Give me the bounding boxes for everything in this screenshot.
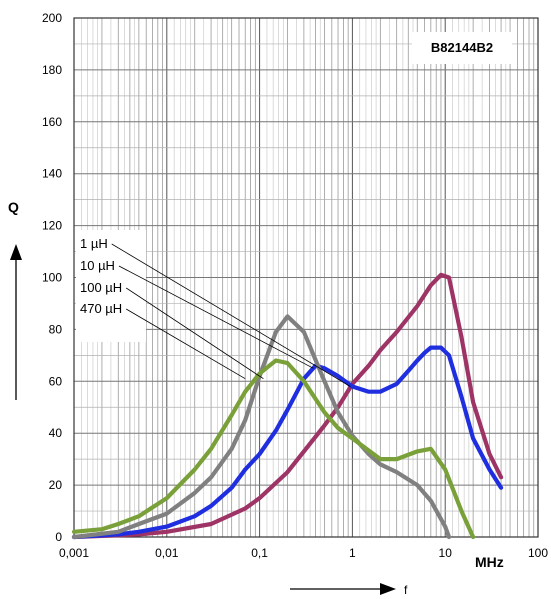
tick-labels: 0 20 40 60 80 100 120 140 160 180 200 0,001 0,01 0,1 1… — [42, 11, 548, 560]
series-line-10h — [71, 345, 504, 540]
y-tick-label: 140 — [42, 167, 62, 181]
x-tick-label: 0,001 — [59, 546, 89, 560]
y-axis-label: Q — [8, 199, 19, 215]
x-tick-label: 0,1 — [251, 546, 268, 560]
x-tick-label: 10 — [439, 546, 453, 560]
x-axis-arrow — [290, 583, 396, 595]
y-tick-label: 100 — [42, 271, 62, 285]
series-group — [71, 272, 504, 540]
x-tick-label: 0,01 — [155, 546, 179, 560]
y-tick-label: 180 — [42, 63, 62, 77]
legend-label-470h: 470 µH — [80, 301, 122, 316]
x-arrow-label: f — [404, 583, 408, 597]
legend-label-1h: 1 µH — [80, 236, 108, 251]
y-tick-label: 20 — [49, 478, 63, 492]
legend-leader-10h — [118, 265, 314, 369]
series-line-1h — [71, 272, 504, 540]
legend-background — [76, 230, 146, 342]
y-tick-label: 80 — [49, 322, 63, 336]
legend-label-100h: 100 µH — [80, 280, 122, 295]
legend-label-10h: 10 µH — [80, 258, 115, 273]
x-axis-label: MHz — [475, 554, 504, 570]
series-line-100h — [71, 314, 452, 540]
part-number-label: B82144B2 — [431, 40, 493, 55]
y-tick-label: 200 — [42, 11, 62, 25]
x-tick-label: 100 — [528, 546, 548, 560]
series-line-470h — [71, 358, 476, 540]
legend-leader-100h — [125, 287, 264, 380]
legend: 1 µH 10 µH 100 µH 470 µH — [76, 230, 351, 387]
y-tick-label: 120 — [42, 219, 62, 233]
x-tick-label: 1 — [349, 546, 356, 560]
legend-leader-1h — [111, 243, 351, 387]
y-tick-label: 60 — [49, 374, 63, 388]
part-number-box: B82144B2 — [412, 32, 512, 64]
y-tick-label: 160 — [42, 115, 62, 129]
legend-leader-470h — [125, 308, 246, 380]
y-tick-label: 0 — [55, 530, 62, 544]
y-axis-arrow — [10, 244, 22, 400]
y-tick-label: 40 — [49, 426, 63, 440]
plot-frame — [73, 17, 539, 538]
